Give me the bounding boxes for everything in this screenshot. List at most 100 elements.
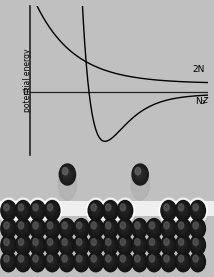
Circle shape — [60, 253, 73, 270]
Circle shape — [193, 256, 201, 266]
Circle shape — [178, 222, 184, 229]
Circle shape — [108, 259, 110, 262]
Circle shape — [180, 240, 185, 248]
Circle shape — [117, 235, 133, 255]
Circle shape — [147, 220, 161, 237]
Circle shape — [3, 221, 14, 236]
Circle shape — [195, 207, 199, 212]
Circle shape — [94, 259, 96, 262]
Circle shape — [49, 224, 54, 231]
Circle shape — [117, 252, 133, 272]
Circle shape — [33, 205, 41, 215]
Circle shape — [21, 243, 23, 245]
Circle shape — [65, 259, 67, 262]
Circle shape — [180, 225, 184, 230]
Circle shape — [1, 201, 16, 220]
Circle shape — [21, 226, 23, 229]
Circle shape — [162, 236, 175, 254]
Circle shape — [45, 202, 59, 219]
Circle shape — [181, 259, 183, 262]
Circle shape — [176, 236, 190, 254]
Circle shape — [50, 243, 52, 245]
Circle shape — [181, 243, 183, 245]
Circle shape — [137, 171, 141, 176]
Circle shape — [146, 252, 162, 272]
Circle shape — [76, 222, 86, 234]
Circle shape — [163, 203, 174, 218]
Circle shape — [19, 257, 25, 265]
Circle shape — [123, 226, 125, 229]
Circle shape — [164, 239, 172, 249]
Circle shape — [161, 235, 176, 255]
Circle shape — [122, 258, 126, 263]
Circle shape — [31, 220, 44, 237]
Circle shape — [3, 237, 14, 252]
Circle shape — [163, 238, 173, 251]
Circle shape — [4, 238, 9, 245]
Circle shape — [7, 259, 9, 262]
Circle shape — [74, 235, 89, 255]
Circle shape — [120, 238, 126, 245]
Circle shape — [194, 240, 200, 248]
Circle shape — [120, 223, 128, 233]
Circle shape — [137, 258, 141, 263]
Circle shape — [94, 226, 96, 229]
Circle shape — [90, 237, 101, 252]
Circle shape — [132, 164, 148, 185]
Circle shape — [78, 240, 83, 248]
Circle shape — [166, 242, 170, 247]
Circle shape — [180, 258, 184, 263]
Circle shape — [176, 202, 190, 219]
Circle shape — [106, 238, 111, 245]
Circle shape — [106, 222, 111, 229]
Circle shape — [134, 254, 145, 269]
Circle shape — [164, 255, 169, 262]
Circle shape — [65, 172, 67, 175]
Circle shape — [190, 201, 205, 220]
Circle shape — [15, 219, 31, 238]
Circle shape — [163, 222, 173, 234]
Circle shape — [77, 223, 85, 233]
Circle shape — [108, 208, 110, 211]
Circle shape — [193, 239, 201, 249]
Circle shape — [120, 256, 128, 266]
Circle shape — [167, 226, 169, 229]
Circle shape — [1, 252, 16, 272]
Circle shape — [74, 219, 89, 238]
Circle shape — [33, 255, 38, 262]
Circle shape — [49, 240, 54, 248]
Circle shape — [103, 219, 118, 238]
Circle shape — [91, 222, 97, 229]
Circle shape — [120, 204, 126, 211]
Circle shape — [177, 203, 189, 218]
Circle shape — [152, 243, 154, 245]
Circle shape — [63, 168, 71, 179]
Circle shape — [150, 256, 157, 266]
Circle shape — [179, 205, 186, 215]
Circle shape — [149, 238, 155, 245]
FancyBboxPatch shape — [0, 201, 214, 216]
Circle shape — [74, 220, 88, 237]
Circle shape — [164, 223, 172, 233]
Circle shape — [6, 225, 10, 230]
Circle shape — [35, 242, 39, 247]
Circle shape — [47, 222, 53, 229]
Circle shape — [178, 238, 187, 251]
Circle shape — [28, 198, 47, 223]
Circle shape — [47, 222, 56, 234]
Circle shape — [104, 220, 117, 237]
Circle shape — [103, 252, 118, 272]
Circle shape — [63, 240, 69, 248]
Circle shape — [138, 226, 140, 229]
Circle shape — [135, 222, 140, 229]
Circle shape — [122, 225, 126, 230]
Circle shape — [5, 257, 11, 265]
Circle shape — [192, 203, 203, 218]
Circle shape — [89, 236, 103, 254]
Circle shape — [2, 253, 15, 270]
Circle shape — [34, 240, 40, 248]
Circle shape — [177, 254, 189, 269]
Circle shape — [134, 238, 144, 251]
Circle shape — [64, 258, 68, 263]
Circle shape — [89, 220, 103, 237]
